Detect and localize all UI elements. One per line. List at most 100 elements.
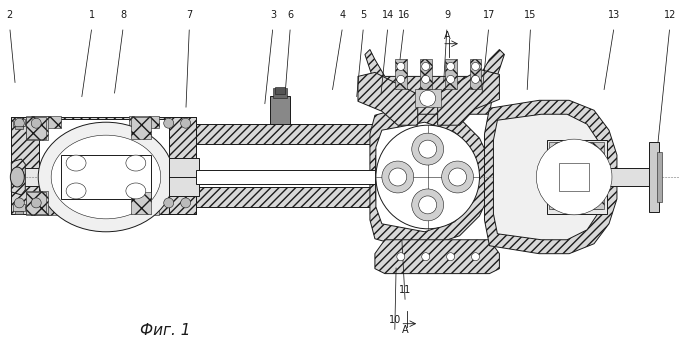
Ellipse shape bbox=[536, 139, 612, 215]
Ellipse shape bbox=[397, 62, 405, 70]
Ellipse shape bbox=[421, 253, 430, 261]
Ellipse shape bbox=[66, 183, 86, 199]
Ellipse shape bbox=[412, 133, 444, 165]
Text: 14: 14 bbox=[382, 10, 394, 20]
Ellipse shape bbox=[419, 90, 435, 106]
Text: 11: 11 bbox=[399, 285, 411, 295]
Bar bbox=[273, 88, 287, 98]
Text: 4: 4 bbox=[340, 10, 345, 20]
Ellipse shape bbox=[382, 161, 414, 193]
Bar bbox=[11, 192, 196, 214]
Bar bbox=[196, 187, 395, 207]
Bar bbox=[419, 59, 432, 89]
Ellipse shape bbox=[389, 168, 407, 186]
Bar bbox=[27, 192, 46, 214]
Ellipse shape bbox=[419, 196, 437, 214]
Ellipse shape bbox=[31, 198, 41, 208]
Bar bbox=[605, 168, 660, 186]
Bar bbox=[395, 59, 407, 89]
Bar bbox=[549, 142, 604, 164]
Polygon shape bbox=[375, 240, 499, 274]
Ellipse shape bbox=[449, 168, 466, 186]
Text: 13: 13 bbox=[608, 10, 620, 20]
Bar bbox=[547, 140, 607, 214]
Ellipse shape bbox=[164, 118, 173, 128]
Ellipse shape bbox=[442, 161, 473, 193]
Text: A: A bbox=[402, 325, 408, 335]
Bar bbox=[275, 87, 285, 94]
Ellipse shape bbox=[447, 253, 454, 261]
Bar bbox=[131, 192, 151, 214]
Bar bbox=[27, 116, 48, 140]
Text: 7: 7 bbox=[186, 10, 192, 20]
Ellipse shape bbox=[421, 75, 430, 84]
Bar bbox=[131, 117, 151, 139]
Ellipse shape bbox=[66, 155, 86, 171]
Ellipse shape bbox=[447, 62, 454, 70]
Ellipse shape bbox=[164, 198, 173, 208]
Ellipse shape bbox=[397, 75, 405, 84]
Bar bbox=[13, 204, 25, 211]
Ellipse shape bbox=[126, 155, 146, 171]
Bar bbox=[129, 116, 159, 128]
Ellipse shape bbox=[10, 167, 24, 187]
Text: 8: 8 bbox=[120, 10, 127, 20]
Text: 16: 16 bbox=[398, 10, 410, 20]
Polygon shape bbox=[365, 50, 505, 114]
Bar bbox=[375, 155, 400, 199]
Ellipse shape bbox=[397, 253, 405, 261]
Bar bbox=[11, 117, 39, 214]
Ellipse shape bbox=[472, 75, 480, 84]
Ellipse shape bbox=[419, 140, 437, 158]
Polygon shape bbox=[484, 100, 617, 254]
Bar bbox=[271, 96, 290, 124]
Ellipse shape bbox=[472, 62, 480, 70]
Ellipse shape bbox=[376, 125, 480, 229]
Bar bbox=[11, 117, 196, 139]
Polygon shape bbox=[370, 108, 489, 246]
Text: 17: 17 bbox=[482, 10, 495, 20]
Bar bbox=[549, 187, 604, 209]
Text: 6: 6 bbox=[287, 10, 294, 20]
Ellipse shape bbox=[14, 198, 24, 208]
Bar bbox=[378, 162, 397, 192]
Text: 2: 2 bbox=[6, 10, 13, 20]
Ellipse shape bbox=[421, 62, 430, 70]
Ellipse shape bbox=[31, 118, 41, 128]
Ellipse shape bbox=[180, 198, 191, 208]
Ellipse shape bbox=[447, 75, 454, 84]
Bar bbox=[27, 117, 46, 139]
Bar bbox=[39, 119, 168, 192]
Ellipse shape bbox=[472, 253, 480, 261]
Bar bbox=[31, 116, 61, 128]
Text: A: A bbox=[444, 31, 450, 41]
Ellipse shape bbox=[412, 189, 444, 221]
Bar bbox=[168, 117, 196, 214]
Ellipse shape bbox=[126, 183, 146, 199]
Bar bbox=[15, 126, 23, 129]
Bar bbox=[196, 124, 395, 144]
Polygon shape bbox=[11, 159, 25, 195]
Bar bbox=[649, 142, 658, 212]
Text: 10: 10 bbox=[389, 315, 401, 325]
Ellipse shape bbox=[38, 122, 173, 232]
Polygon shape bbox=[376, 122, 475, 232]
Text: 3: 3 bbox=[270, 10, 276, 20]
Ellipse shape bbox=[51, 135, 161, 219]
Bar bbox=[15, 211, 23, 214]
Bar bbox=[470, 59, 482, 89]
Bar bbox=[129, 203, 159, 215]
Bar bbox=[13, 119, 25, 126]
Text: 1: 1 bbox=[89, 10, 95, 20]
Bar bbox=[11, 168, 39, 186]
Text: 12: 12 bbox=[663, 10, 676, 20]
Bar bbox=[196, 170, 395, 184]
Bar bbox=[27, 191, 48, 215]
Bar bbox=[415, 89, 440, 107]
Bar bbox=[168, 158, 199, 196]
Text: 15: 15 bbox=[524, 10, 537, 20]
Polygon shape bbox=[358, 73, 418, 125]
Ellipse shape bbox=[14, 118, 24, 128]
Text: 9: 9 bbox=[444, 10, 450, 20]
Bar bbox=[61, 155, 151, 199]
